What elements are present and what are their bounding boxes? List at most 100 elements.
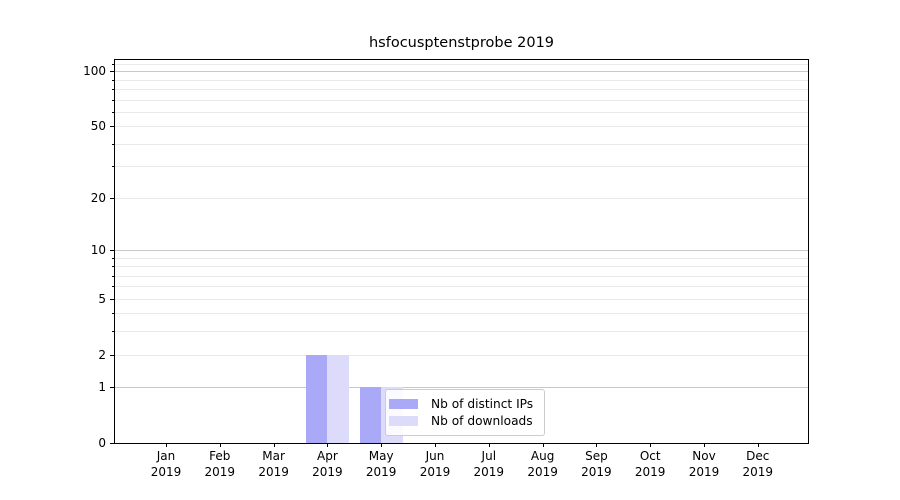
y-tick [110,387,114,389]
bar-segment [359,387,382,443]
x-tick-month: Nov [692,449,716,463]
x-tick-month: Feb [209,449,231,463]
x-tick-year: 2019 [150,464,182,479]
y-tick [110,298,114,300]
y-tick-label: 5 [98,291,106,306]
x-tick-month: Sep [585,449,608,463]
y-gridline-minor [115,313,808,315]
y-gridline-major [115,387,808,389]
y-tick-minor [112,166,114,168]
y-gridline-minor [115,257,808,259]
y-gridline-minor [115,79,808,81]
x-tick-year: 2019 [581,464,612,479]
x-tick-year: 2019 [473,464,505,479]
x-tick-label: May 2019 [351,449,411,480]
x-tick-year: 2019 [204,464,236,479]
x-tick-year: 2019 [312,464,343,479]
plot-area: 0 1 2 5 10 20 50 100 Jan 2019 Feb 2019 Mar 2019 Apr 201… [83,59,809,479]
y-gridline-minor [115,63,808,65]
y-tick-minor [112,331,114,333]
y-tick-minor [112,286,114,288]
x-tick-label: Sep 2019 [566,449,626,480]
y-gridline-minor [115,143,808,145]
y-gridline-major [115,249,808,251]
x-tick [435,443,436,447]
y-tick-minor [112,111,114,113]
x-tick-month: Mar [262,449,285,463]
y-tick [110,249,114,251]
x-tick [650,443,652,447]
legend-swatch [389,398,418,409]
y-gridline-minor [115,166,808,168]
x-tick-year: 2019 [634,464,666,479]
y-gridline-major [115,71,808,73]
y-tick [110,71,114,73]
legend: Nb of distinct IPs Nb of downloads [385,389,545,436]
bar-segment [327,354,349,443]
x-tick [596,443,598,447]
x-tick-label: Feb 2019 [190,449,250,480]
x-tick [327,443,329,447]
y-tick [110,197,114,199]
bar-segment [305,354,328,443]
x-tick-year: 2019 [688,464,720,479]
x-tick-label: Jul 2019 [459,449,519,480]
x-tick-year: 2019 [365,464,397,479]
x-tick [166,443,167,447]
x-tick-year: 2019 [527,464,558,479]
y-tick-label: 1 [98,380,106,395]
x-tick-year: 2019 [258,464,289,479]
x-tick-month: Jul [481,449,497,463]
y-tick-label: 0 [98,436,106,450]
y-gridline-minor [115,331,808,333]
y-tick-label: 10 [90,242,106,257]
y-gridline-minor [115,354,808,356]
x-tick [381,443,383,447]
x-tick [704,443,705,447]
legend-row: Nb of downloads [389,413,538,430]
x-tick-label: Jan 2019 [136,449,196,480]
y-tick-minor [112,63,114,65]
x-tick [273,443,275,447]
y-gridline-minor [115,99,808,101]
y-gridline-minor [115,126,808,128]
x-tick-label: Jun 2019 [405,449,465,480]
legend-row: Nb of distinct IPs [389,395,538,412]
y-tick-minor [112,275,114,277]
x-tick-label: Nov 2019 [674,449,734,480]
y-tick-label: 50 [90,119,106,134]
y-tick-minor [112,143,114,145]
x-tick-month: Dec [746,449,770,463]
y-gridline-minor [115,111,808,113]
x-tick-label: Aug 2019 [513,449,573,480]
y-tick [110,354,114,356]
y-tick [110,126,114,128]
y-gridline-minor [115,197,808,199]
x-tick-label: Oct 2019 [620,449,680,480]
x-tick-label: Dec 2019 [728,449,788,480]
y-tick-minor [112,79,114,81]
y-tick-label: 2 [98,347,106,362]
y-tick-minor [112,257,114,259]
x-tick-month: May [368,449,394,463]
x-tick [219,443,221,447]
x-tick [757,443,759,447]
x-tick-year: 2019 [742,464,774,479]
y-gridline-minor [115,286,808,288]
y-tick-minor [112,88,114,90]
x-tick-month: Aug [530,449,555,463]
x-tick-label: Mar 2019 [244,449,304,480]
y-tick-label: 20 [90,190,106,205]
legend-label: Nb of downloads [431,414,533,429]
y-tick-minor [112,313,114,315]
x-tick-month: Jun [425,449,445,463]
y-tick-label: 100 [83,64,106,79]
y-tick-minor [112,266,114,267]
x-tick-label: Apr 2019 [297,449,357,480]
y-gridline-minor [115,275,808,277]
x-tick-year: 2019 [419,464,451,479]
y-tick [110,443,114,444]
y-gridline-minor [115,298,808,300]
y-gridline-minor [115,88,808,90]
